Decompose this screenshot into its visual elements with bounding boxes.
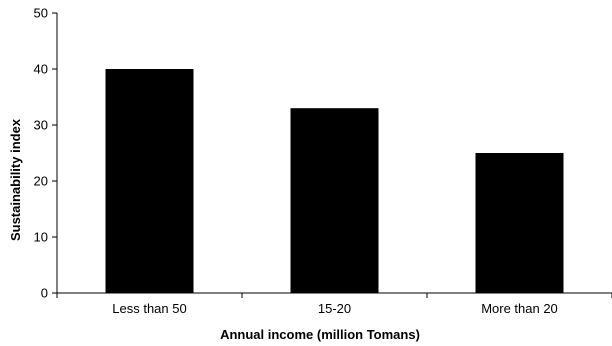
y-tick-label: 10 xyxy=(34,230,48,245)
y-tick-label: 20 xyxy=(34,174,48,189)
x-tick-label: 15-20 xyxy=(318,301,351,316)
x-tick-label: More than 20 xyxy=(481,301,558,316)
bars-layer xyxy=(105,69,564,293)
labels-layer: 0 10 20 30 40 50 Less than 50 15-20 More than 20 xyxy=(34,6,558,317)
bar-1 xyxy=(105,69,194,293)
axes-layer xyxy=(52,12,612,298)
y-tick-label: 40 xyxy=(34,62,48,77)
y-tick-label: 0 xyxy=(41,286,48,301)
x-axis-title: Annual income (million Tomans) xyxy=(220,327,420,342)
bar-2 xyxy=(290,108,379,293)
bar-3 xyxy=(475,153,564,293)
y-axis-title: Sustainability index xyxy=(8,118,23,241)
y-tick-label: 50 xyxy=(34,6,48,21)
x-tick-label: Less than 50 xyxy=(112,301,186,316)
y-tick-label: 30 xyxy=(34,118,48,133)
